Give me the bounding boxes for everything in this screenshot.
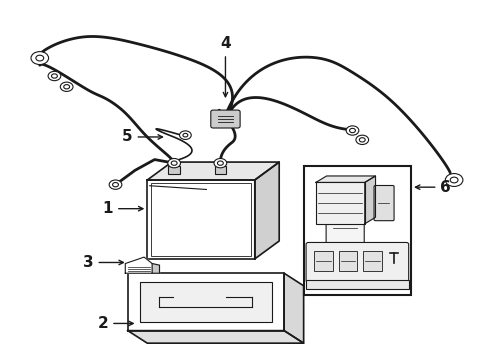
Polygon shape — [152, 264, 159, 273]
Text: 5: 5 — [122, 130, 163, 144]
Bar — [168, 166, 180, 174]
Bar — [316, 183, 365, 224]
Circle shape — [31, 51, 49, 64]
Bar — [315, 252, 333, 271]
FancyBboxPatch shape — [374, 185, 394, 221]
Bar — [215, 166, 226, 174]
Circle shape — [51, 74, 57, 78]
Circle shape — [214, 158, 227, 168]
Circle shape — [64, 85, 70, 89]
Circle shape — [216, 159, 225, 167]
Circle shape — [218, 161, 223, 165]
Circle shape — [450, 177, 458, 183]
Bar — [363, 252, 382, 271]
Bar — [140, 282, 272, 321]
Polygon shape — [365, 176, 375, 224]
Bar — [151, 183, 251, 256]
Polygon shape — [125, 257, 152, 273]
Bar — [128, 273, 284, 330]
Circle shape — [36, 55, 44, 61]
Circle shape — [445, 174, 463, 186]
Circle shape — [109, 180, 122, 189]
Text: 3: 3 — [83, 255, 123, 270]
Text: 4: 4 — [220, 36, 231, 97]
Circle shape — [183, 134, 188, 137]
FancyBboxPatch shape — [326, 208, 364, 247]
Polygon shape — [128, 330, 304, 343]
Bar — [306, 280, 409, 289]
FancyBboxPatch shape — [211, 110, 240, 128]
Circle shape — [60, 82, 73, 91]
Polygon shape — [284, 273, 304, 343]
Polygon shape — [255, 162, 279, 259]
Circle shape — [356, 135, 368, 144]
Bar — [304, 166, 411, 295]
Text: 1: 1 — [102, 201, 143, 216]
Circle shape — [179, 131, 191, 139]
Circle shape — [346, 126, 359, 135]
Text: 6: 6 — [416, 180, 451, 195]
Polygon shape — [147, 162, 279, 180]
Circle shape — [171, 161, 177, 165]
Bar — [339, 252, 357, 271]
FancyBboxPatch shape — [306, 243, 409, 282]
Circle shape — [113, 183, 119, 187]
Circle shape — [359, 138, 365, 142]
Text: 2: 2 — [98, 316, 133, 331]
Circle shape — [349, 129, 355, 133]
Circle shape — [169, 159, 179, 167]
Polygon shape — [316, 176, 375, 183]
Bar — [147, 180, 255, 259]
Circle shape — [168, 158, 180, 168]
Circle shape — [48, 71, 61, 81]
